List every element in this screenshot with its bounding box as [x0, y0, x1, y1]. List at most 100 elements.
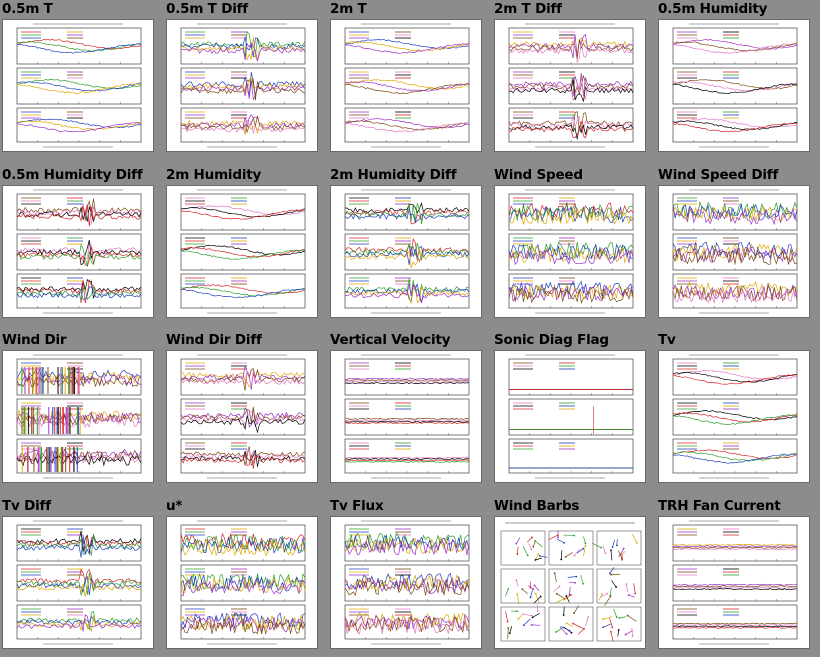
subplot-frame [673, 359, 797, 395]
plot-thumbnail-graphic [331, 20, 481, 151]
plot-cell[interactable]: u* [164, 497, 320, 657]
plot-cell[interactable]: 0.5m T [0, 0, 156, 160]
plot-title[interactable]: Tv [658, 332, 676, 348]
plot-title[interactable]: 2m T Diff [494, 1, 562, 17]
direction-bar [58, 407, 59, 434]
plot-thumbnail[interactable] [330, 19, 482, 152]
plot-thumbnail[interactable] [494, 350, 646, 483]
direction-bar [21, 367, 22, 394]
plot-title[interactable]: Tv Flux [330, 498, 383, 514]
direction-bar [63, 407, 64, 434]
plot-thumbnail[interactable] [2, 185, 154, 318]
plot-cell[interactable]: Wind Dir Diff [164, 331, 320, 491]
direction-bar [80, 407, 81, 434]
plot-title[interactable]: 0.5m Humidity Diff [2, 167, 143, 183]
subplot-frame [673, 28, 797, 64]
barb-subplot [501, 569, 545, 603]
direction-bar [25, 407, 26, 434]
plot-cell[interactable]: TRH Fan Current [656, 497, 812, 657]
direction-bar [21, 407, 22, 434]
plot-thumbnail-graphic [167, 351, 317, 482]
plot-thumbnail[interactable] [166, 19, 318, 152]
plot-cell[interactable]: Wind Barbs [492, 497, 648, 657]
plot-cell[interactable]: Tv Diff [0, 497, 156, 657]
plot-title[interactable]: Wind Speed [494, 167, 583, 183]
subplot-frame [345, 439, 469, 473]
plot-thumbnail[interactable] [658, 19, 810, 152]
direction-bar [32, 367, 33, 394]
direction-bar [33, 407, 34, 434]
plot-title[interactable]: u* [166, 498, 182, 514]
plot-thumbnail[interactable] [2, 350, 154, 483]
subplot-frame [509, 194, 633, 230]
direction-bar [41, 367, 42, 394]
plot-title[interactable]: 2m Humidity [166, 167, 261, 183]
plot-cell[interactable]: Wind Speed Diff [656, 166, 812, 326]
plot-cell[interactable]: Tv [656, 331, 812, 491]
plot-title[interactable]: Wind Speed Diff [658, 167, 778, 183]
plot-title[interactable]: Wind Dir Diff [166, 332, 262, 348]
plot-title[interactable]: TRH Fan Current [658, 498, 781, 514]
direction-bar [78, 407, 79, 434]
direction-bar [33, 447, 34, 472]
plot-cell[interactable]: 2m Humidity Diff [328, 166, 484, 326]
plot-thumbnail-graphic [659, 186, 809, 317]
plot-thumbnail[interactable] [166, 185, 318, 318]
plot-title[interactable]: 2m Humidity Diff [330, 167, 456, 183]
plot-thumbnail[interactable] [494, 19, 646, 152]
plot-thumbnail[interactable] [658, 350, 810, 483]
plot-cell[interactable]: 2m T [328, 0, 484, 160]
plot-cell[interactable]: 2m Humidity [164, 166, 320, 326]
plot-thumbnail[interactable] [330, 185, 482, 318]
plot-title[interactable]: 2m T [330, 1, 367, 17]
plot-title[interactable]: Wind Dir [2, 332, 66, 348]
plot-title[interactable]: Sonic Diag Flag [494, 332, 609, 348]
plot-thumbnail-graphic [167, 186, 317, 317]
direction-bar [77, 447, 78, 472]
plot-thumbnail-graphic [495, 186, 645, 317]
plot-cell[interactable]: 0.5m T Diff [164, 0, 320, 160]
plot-thumbnail[interactable] [2, 516, 154, 649]
plot-thumbnail-graphic [331, 186, 481, 317]
plot-cell[interactable]: 0.5m Humidity Diff [0, 166, 156, 326]
plot-thumbnail[interactable] [658, 516, 810, 649]
barb-subplot [501, 531, 545, 565]
plot-thumbnail-graphic [331, 517, 481, 648]
plot-title[interactable]: Wind Barbs [494, 498, 579, 514]
direction-bar [37, 407, 38, 434]
plot-title[interactable]: 0.5m T [2, 1, 53, 17]
subplot-frame [17, 68, 141, 104]
plot-cell[interactable]: Vertical Velocity [328, 331, 484, 491]
direction-bar [60, 367, 61, 394]
plot-title[interactable]: Tv Diff [2, 498, 51, 514]
direction-bar [36, 367, 37, 394]
plot-thumbnail[interactable] [494, 516, 646, 649]
plot-thumbnail[interactable] [166, 516, 318, 649]
direction-bar [69, 367, 70, 394]
plot-title[interactable]: 0.5m Humidity [658, 1, 767, 17]
plot-thumbnail[interactable] [494, 185, 646, 318]
subplot-frame [181, 234, 305, 270]
direction-bar [71, 367, 72, 394]
subplot-frame [345, 108, 469, 142]
plot-thumbnail[interactable] [330, 350, 482, 483]
barb-subplot [549, 569, 593, 603]
plot-title[interactable]: Vertical Velocity [330, 332, 450, 348]
plot-cell[interactable]: Tv Flux [328, 497, 484, 657]
plot-cell[interactable]: 0.5m Humidity [656, 0, 812, 160]
direction-bar [28, 367, 29, 394]
subplot-frame [181, 605, 305, 639]
plot-cell[interactable]: Wind Dir [0, 331, 156, 491]
plot-thumbnail[interactable] [658, 185, 810, 318]
plot-thumbnail-graphic [659, 20, 809, 151]
plot-cell[interactable]: Wind Speed [492, 166, 648, 326]
plot-thumbnail[interactable] [330, 516, 482, 649]
plot-cell[interactable]: Sonic Diag Flag [492, 331, 648, 491]
plot-cell[interactable]: 2m T Diff [492, 0, 648, 160]
plot-thumbnail[interactable] [166, 350, 318, 483]
subplot-frame [345, 68, 469, 104]
plot-title[interactable]: 0.5m T Diff [166, 1, 248, 17]
plot-thumbnail[interactable] [2, 19, 154, 152]
direction-bar [39, 447, 40, 472]
direction-bar [73, 447, 74, 472]
